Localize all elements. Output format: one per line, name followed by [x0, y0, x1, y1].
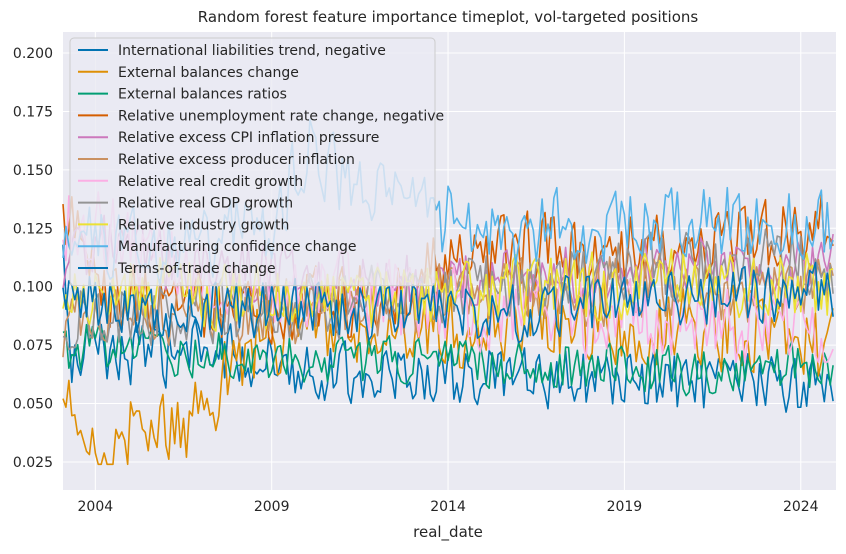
y-tick-label: 0.175	[13, 104, 53, 120]
legend-label: External balances change	[118, 65, 299, 81]
legend-box	[69, 37, 436, 287]
series-line	[62, 261, 834, 344]
x-tick-label: 2024	[783, 499, 819, 515]
y-tick-label: 0.125	[13, 221, 53, 237]
x-axis-label: real_date	[413, 523, 483, 542]
x-tick-label: 2004	[78, 499, 114, 515]
legend-label: Relative real GDP growth	[118, 196, 293, 212]
series-line	[62, 323, 834, 397]
legend-label: Relative unemployment rate change, negat…	[118, 108, 444, 124]
legend-label: Relative excess CPI inflation pressure	[118, 130, 379, 146]
legend-label: Terms-of-trade change	[117, 261, 276, 277]
legend-label: Relative excess producer inflation	[118, 152, 355, 168]
y-tick-label: 0.100	[13, 280, 53, 296]
legend-label: Manufacturing confidence change	[118, 239, 356, 255]
legend-label: Relative real credit growth	[118, 174, 303, 190]
x-tick-label: 2019	[607, 499, 643, 515]
x-tick-label: 2009	[254, 499, 290, 515]
axes: 0.025 0.050 0.075 0.100 0.125 0.150 0.175 0.200…	[13, 46, 819, 515]
y-tick-label: 0.025	[13, 455, 53, 471]
legend-label: External balances ratios	[118, 87, 287, 103]
chart-title: Random forest feature importance timeplo…	[198, 8, 699, 26]
series-lines	[62, 118, 834, 466]
y-tick-label: 0.075	[13, 338, 53, 354]
series-line	[62, 248, 834, 332]
x-tick-label: 2014	[430, 499, 466, 515]
y-tick-label: 0.050	[13, 397, 53, 413]
y-tick-label: 0.200	[13, 46, 53, 62]
legend-label: International liabilities trend, negativ…	[118, 43, 386, 59]
legend-label: Relative industry growth	[118, 217, 289, 233]
y-tick-label: 0.150	[13, 163, 53, 179]
legend: International liabilities trend, negativ…	[69, 37, 444, 287]
